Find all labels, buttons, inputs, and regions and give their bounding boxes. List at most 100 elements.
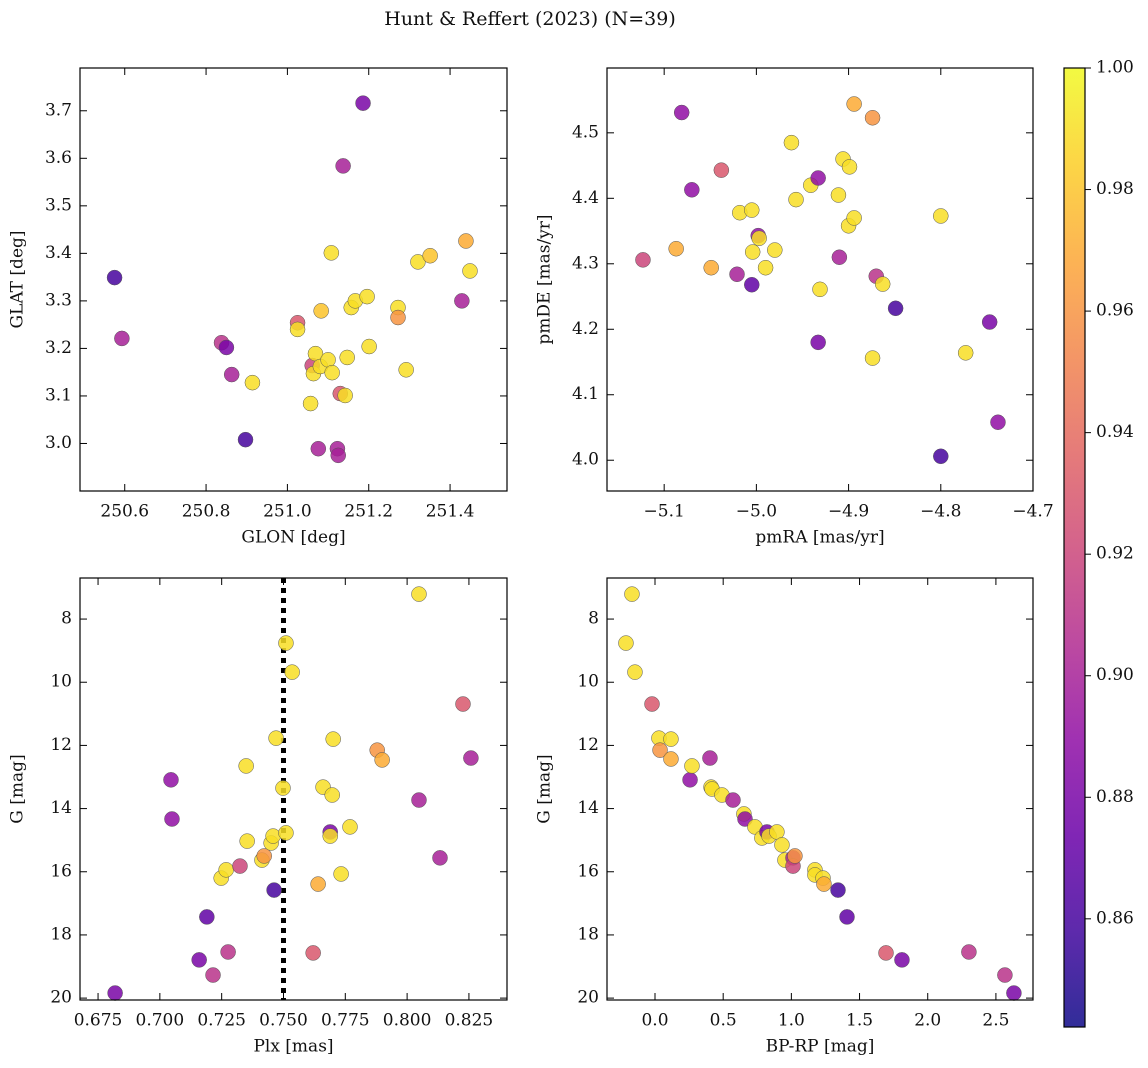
x-tick-label: 2.0 — [914, 1011, 941, 1031]
scatter-point — [981, 314, 998, 330]
scatter-point — [816, 876, 832, 892]
scatter-point — [627, 664, 643, 680]
x-tick-label: 0.750 — [259, 1011, 308, 1031]
scatter-point — [339, 349, 355, 366]
scatter-point — [205, 967, 221, 983]
y-tick-label: 16 — [577, 861, 599, 881]
x-tick-label: 0.700 — [136, 1011, 185, 1031]
y-tick-label: 14 — [577, 798, 599, 818]
scatter-point — [673, 104, 690, 121]
y-axis-label: G [mag] — [8, 754, 28, 823]
scatter-point — [933, 448, 949, 465]
scatter-point — [374, 752, 390, 768]
scatter-point — [163, 772, 179, 788]
scatter-point — [390, 309, 406, 326]
scatter-point — [684, 182, 700, 198]
y-tick-label: 3.2 — [45, 338, 72, 358]
axes-frame — [79, 577, 508, 1001]
y-tick-label: 12 — [50, 735, 72, 755]
scatter-point — [191, 952, 207, 968]
scatter-point — [218, 339, 235, 356]
x-tick-label: −4.8 — [920, 502, 961, 522]
scatter-point — [359, 288, 375, 305]
y-axis-label: pmDE [mas/yr] — [535, 214, 555, 344]
scatter-point — [114, 330, 130, 347]
scatter-point — [238, 758, 254, 774]
scatter-point — [333, 866, 349, 882]
y-tick-label: 3.4 — [45, 243, 72, 263]
x-tick-label: −5.1 — [644, 502, 685, 522]
colorbar-tick-label: 0.98 — [1096, 179, 1134, 199]
scatter-point — [702, 750, 718, 766]
scatter-point — [997, 967, 1013, 983]
scatter-point — [846, 96, 862, 112]
y-tick-label: 10 — [577, 672, 599, 692]
scatter-point — [411, 792, 427, 808]
scatter-point — [220, 944, 236, 960]
y-tick-label: 8 — [588, 609, 599, 629]
scatter-point — [767, 242, 783, 258]
y-tick-label: 3.0 — [45, 433, 72, 453]
scatter-point — [812, 281, 828, 298]
scatter-point — [744, 276, 760, 293]
y-tick-label: 16 — [50, 861, 72, 881]
scatter-point — [644, 696, 660, 712]
scatter-point — [783, 134, 800, 151]
scatter-point — [774, 837, 790, 853]
scatter-point — [323, 245, 340, 261]
subplot: 0.0 0.5 1.0 1.5 2.0 2.5 8 10 12 14 16 18 20 BP-RP [ma… — [535, 577, 1034, 1057]
y-tick-label: 4.4 — [572, 188, 599, 208]
scatter-point — [325, 731, 341, 747]
scatter-point — [398, 362, 414, 378]
x-tick-label: 2.5 — [982, 1011, 1009, 1031]
scatter-point — [302, 395, 319, 412]
y-tick-label: 4.1 — [572, 384, 599, 404]
x-tick-label: −4.7 — [1012, 502, 1053, 522]
scatter-point — [864, 350, 881, 366]
y-tick-label: 8 — [61, 609, 72, 629]
y-tick-label: 20 — [50, 988, 72, 1008]
scatter-point — [887, 300, 904, 317]
scatter-point — [652, 742, 668, 758]
scatter-point — [878, 945, 894, 961]
scatter-point — [874, 276, 891, 292]
scatter-point — [830, 882, 846, 898]
y-tick-label: 4.0 — [572, 450, 599, 470]
x-tick-label: 0.0 — [641, 1011, 668, 1031]
scatter-point — [618, 635, 634, 651]
scatter-point — [810, 170, 826, 186]
colorbar-tick-label: 0.96 — [1096, 301, 1134, 321]
x-tick-label: 0.5 — [710, 1011, 737, 1031]
scatter-point — [990, 414, 1006, 430]
scatter-point — [668, 240, 684, 257]
axes-frame — [79, 67, 508, 492]
scatter-point — [787, 848, 803, 864]
y-tick-label: 18 — [50, 924, 72, 944]
subplot: 250.6 250.8 251.0 251.2 251.4 3.0 3.1 3.2 3.3 3.4… — [8, 67, 508, 548]
scatter-point — [703, 259, 719, 276]
scatter-point — [232, 858, 248, 874]
scatter-point — [1006, 985, 1022, 1001]
y-axis-label: GLAT [deg] — [8, 230, 28, 328]
x-tick-label: 1.0 — [778, 1011, 805, 1031]
scatter-point — [218, 862, 234, 878]
axes-frame — [606, 577, 1034, 1001]
scatter-point — [289, 321, 306, 338]
scatter-point — [410, 254, 426, 270]
scatter-point — [164, 811, 180, 827]
scatter-point — [729, 266, 745, 283]
scatter-point — [458, 233, 474, 249]
scatter-point — [894, 952, 910, 968]
scatter-point — [810, 334, 826, 351]
x-axis-label: pmRA [mas/yr] — [755, 528, 884, 548]
scatter-point — [831, 249, 848, 265]
colorbar-tick-label: 0.94 — [1096, 422, 1134, 442]
y-tick-label: 3.6 — [45, 148, 72, 168]
x-tick-label: 251.4 — [426, 502, 475, 522]
x-axis-label: GLON [deg] — [241, 528, 345, 548]
x-axis-label: BP-RP [mag] — [766, 1037, 875, 1057]
scatter-point — [275, 780, 291, 796]
scatter-point — [839, 909, 855, 925]
y-tick-label: 12 — [577, 735, 599, 755]
